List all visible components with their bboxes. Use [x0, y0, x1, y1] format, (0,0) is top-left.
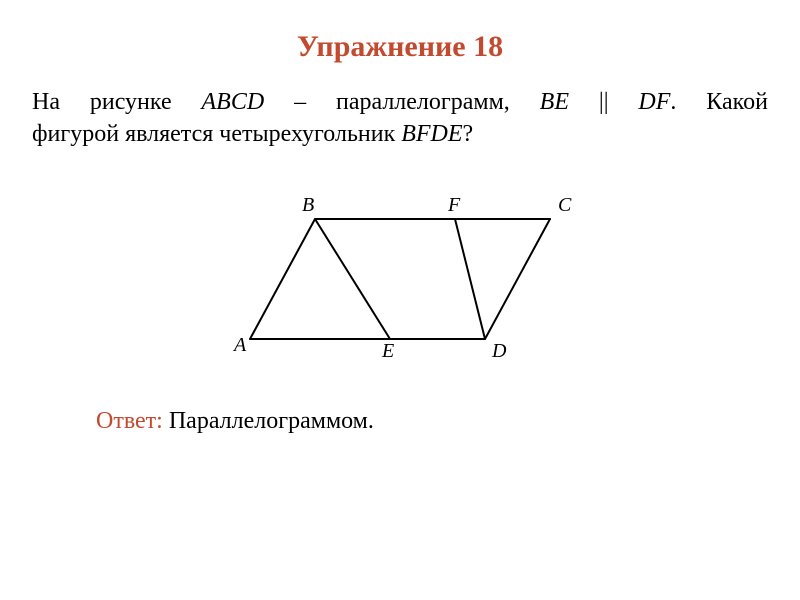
exercise-title: Упражнение 18: [32, 30, 768, 64]
vertex-label: A: [232, 334, 247, 356]
problem-line-2-tail: ?: [463, 121, 474, 147]
parallelogram-figure: A B F C D E: [220, 189, 580, 369]
answer-label: Ответ:: [96, 408, 163, 434]
problem-word: ||: [599, 86, 609, 118]
vertex-label: C: [558, 194, 572, 216]
vertex-label: E: [381, 340, 394, 362]
problem-word: DF: [638, 89, 670, 115]
problem-line-2: фигурой является четырехугольник BFDE?: [32, 118, 768, 150]
figure-edge: [485, 219, 550, 339]
problem-word: DF.: [638, 86, 676, 118]
problem-line-2-ital: BFDE: [401, 121, 462, 147]
answer: Ответ: Параллелограммом.: [96, 408, 768, 435]
problem-word: BE: [540, 86, 569, 118]
problem-word: ABCD: [202, 86, 265, 118]
problem-text: На рисунке ABCD–параллелограмм, BE || DF. Како…: [32, 86, 768, 151]
vertex-label: B: [302, 194, 314, 216]
figure-container: A B F C D E: [32, 189, 768, 374]
figure-edge: [455, 219, 485, 339]
problem-word: параллелограмм,: [336, 86, 510, 118]
slide: Упражнение 18 НарисункеABCD–параллелогра…: [0, 0, 800, 600]
problem-line-1: На рисунке ABCD–параллелограмм, BE || DF. Како…: [32, 86, 768, 118]
answer-text: Параллелограммом.: [163, 408, 374, 434]
vertex-label: F: [447, 194, 461, 216]
figure-edge: [315, 219, 390, 339]
figure-edge: [250, 219, 315, 339]
vertex-label: D: [491, 340, 507, 362]
problem-word: На: [32, 86, 60, 118]
problem-word: Какой: [706, 86, 768, 118]
problem-word: –: [294, 86, 306, 118]
problem-line-2-plain: фигурой является четырехугольник: [32, 121, 401, 147]
problem-word: рисунке: [90, 86, 172, 118]
